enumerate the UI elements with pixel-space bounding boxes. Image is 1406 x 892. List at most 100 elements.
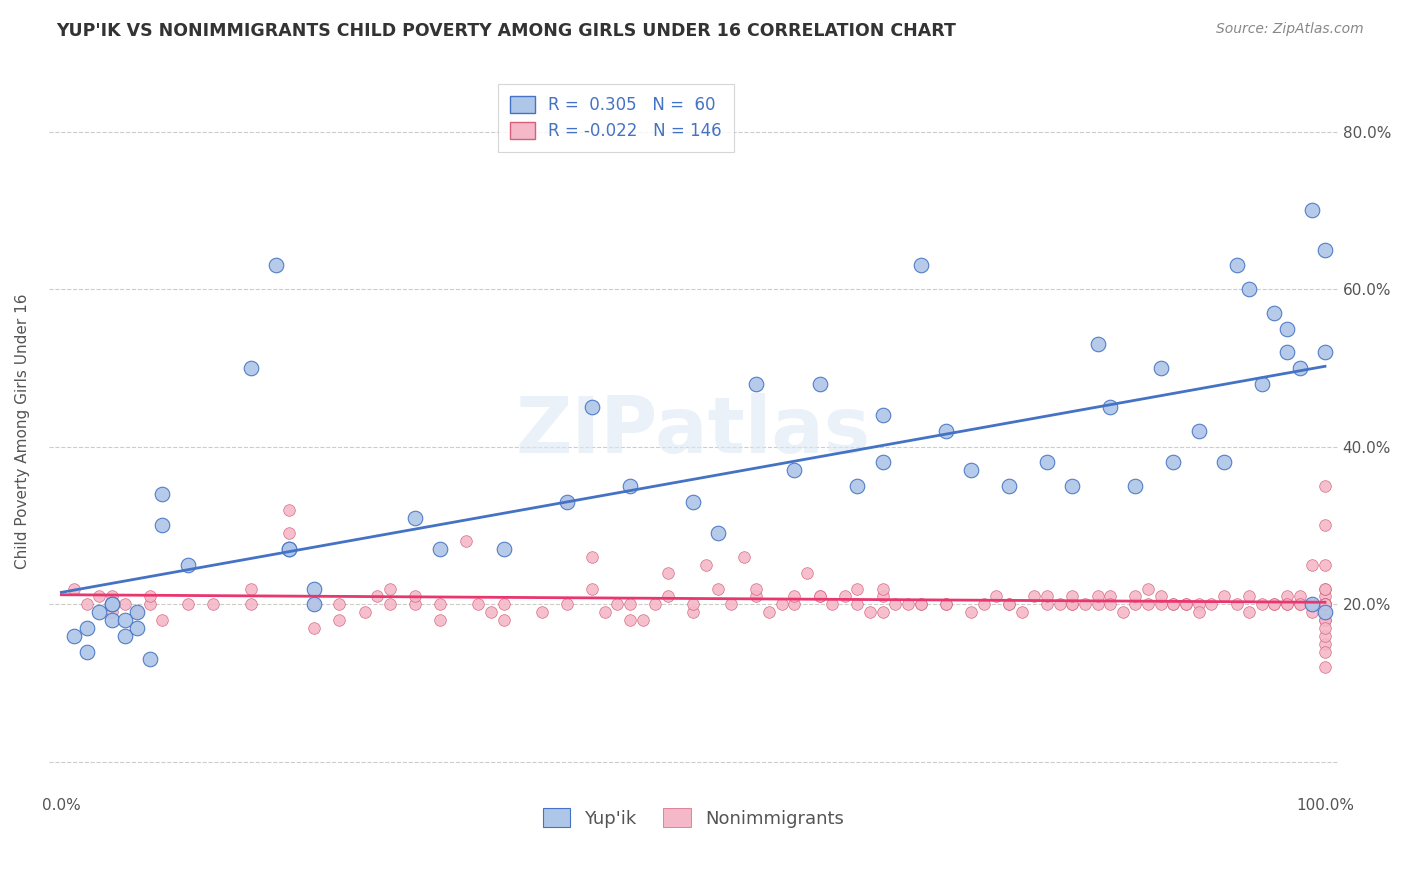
Point	[366, 590, 388, 604]
Point	[1175, 597, 1198, 611]
Point	[63, 629, 86, 643]
Point	[619, 479, 641, 493]
Point	[606, 597, 628, 611]
Point	[378, 582, 401, 596]
Point	[127, 605, 149, 619]
Point	[467, 597, 489, 611]
Point	[1062, 597, 1084, 611]
Point	[846, 597, 869, 611]
Y-axis label: Child Poverty Among Girls Under 16: Child Poverty Among Girls Under 16	[15, 293, 30, 569]
Point	[202, 597, 225, 611]
Point	[1062, 479, 1084, 493]
Point	[479, 605, 502, 619]
Point	[973, 597, 995, 611]
Point	[429, 542, 451, 557]
Point	[1313, 582, 1336, 596]
Point	[114, 597, 136, 611]
Point	[101, 597, 124, 611]
Point	[1188, 424, 1211, 438]
Point	[429, 613, 451, 627]
Point	[76, 644, 98, 658]
Point	[264, 259, 287, 273]
Point	[1150, 360, 1173, 375]
Point	[846, 582, 869, 596]
Point	[872, 590, 894, 604]
Point	[808, 590, 831, 604]
Point	[555, 597, 578, 611]
Point	[631, 613, 654, 627]
Point	[1263, 597, 1285, 611]
Point	[1275, 597, 1298, 611]
Point	[998, 597, 1021, 611]
Point	[1313, 597, 1336, 611]
Point	[1163, 455, 1185, 469]
Point	[1099, 590, 1122, 604]
Point	[1112, 605, 1135, 619]
Point	[1313, 582, 1336, 596]
Point	[1313, 637, 1336, 651]
Point	[1301, 605, 1323, 619]
Point	[1062, 597, 1084, 611]
Point	[101, 590, 124, 604]
Point	[998, 479, 1021, 493]
Point	[114, 629, 136, 643]
Point	[897, 597, 920, 611]
Text: ZIPatlas: ZIPatlas	[516, 393, 870, 469]
Point	[872, 408, 894, 422]
Point	[76, 597, 98, 611]
Point	[910, 597, 932, 611]
Point	[682, 597, 704, 611]
Point	[404, 510, 426, 524]
Point	[1313, 597, 1336, 611]
Point	[1011, 605, 1033, 619]
Point	[1313, 613, 1336, 627]
Point	[1263, 597, 1285, 611]
Point	[239, 582, 262, 596]
Point	[745, 376, 768, 391]
Point	[114, 613, 136, 627]
Point	[454, 534, 477, 549]
Point	[808, 376, 831, 391]
Point	[378, 597, 401, 611]
Point	[1125, 479, 1147, 493]
Point	[1125, 597, 1147, 611]
Point	[1313, 590, 1336, 604]
Point	[1313, 597, 1336, 611]
Point	[808, 590, 831, 604]
Point	[1288, 360, 1310, 375]
Point	[998, 597, 1021, 611]
Point	[152, 487, 174, 501]
Point	[1313, 605, 1336, 619]
Point	[530, 605, 553, 619]
Point	[707, 526, 730, 541]
Point	[834, 590, 856, 604]
Point	[859, 605, 882, 619]
Point	[1137, 582, 1160, 596]
Point	[1225, 597, 1247, 611]
Point	[581, 549, 603, 564]
Point	[1313, 558, 1336, 572]
Point	[1137, 597, 1160, 611]
Point	[960, 605, 983, 619]
Point	[1275, 321, 1298, 335]
Point	[1301, 597, 1323, 611]
Point	[872, 605, 894, 619]
Point	[1288, 597, 1310, 611]
Point	[657, 590, 679, 604]
Point	[1313, 597, 1336, 611]
Point	[935, 597, 957, 611]
Point	[1087, 337, 1109, 351]
Point	[1275, 345, 1298, 359]
Point	[910, 597, 932, 611]
Point	[429, 597, 451, 611]
Point	[1237, 590, 1260, 604]
Point	[1313, 613, 1336, 627]
Point	[872, 455, 894, 469]
Point	[127, 621, 149, 635]
Point	[770, 597, 793, 611]
Point	[619, 613, 641, 627]
Point	[581, 401, 603, 415]
Point	[682, 605, 704, 619]
Point	[644, 597, 666, 611]
Point	[302, 597, 325, 611]
